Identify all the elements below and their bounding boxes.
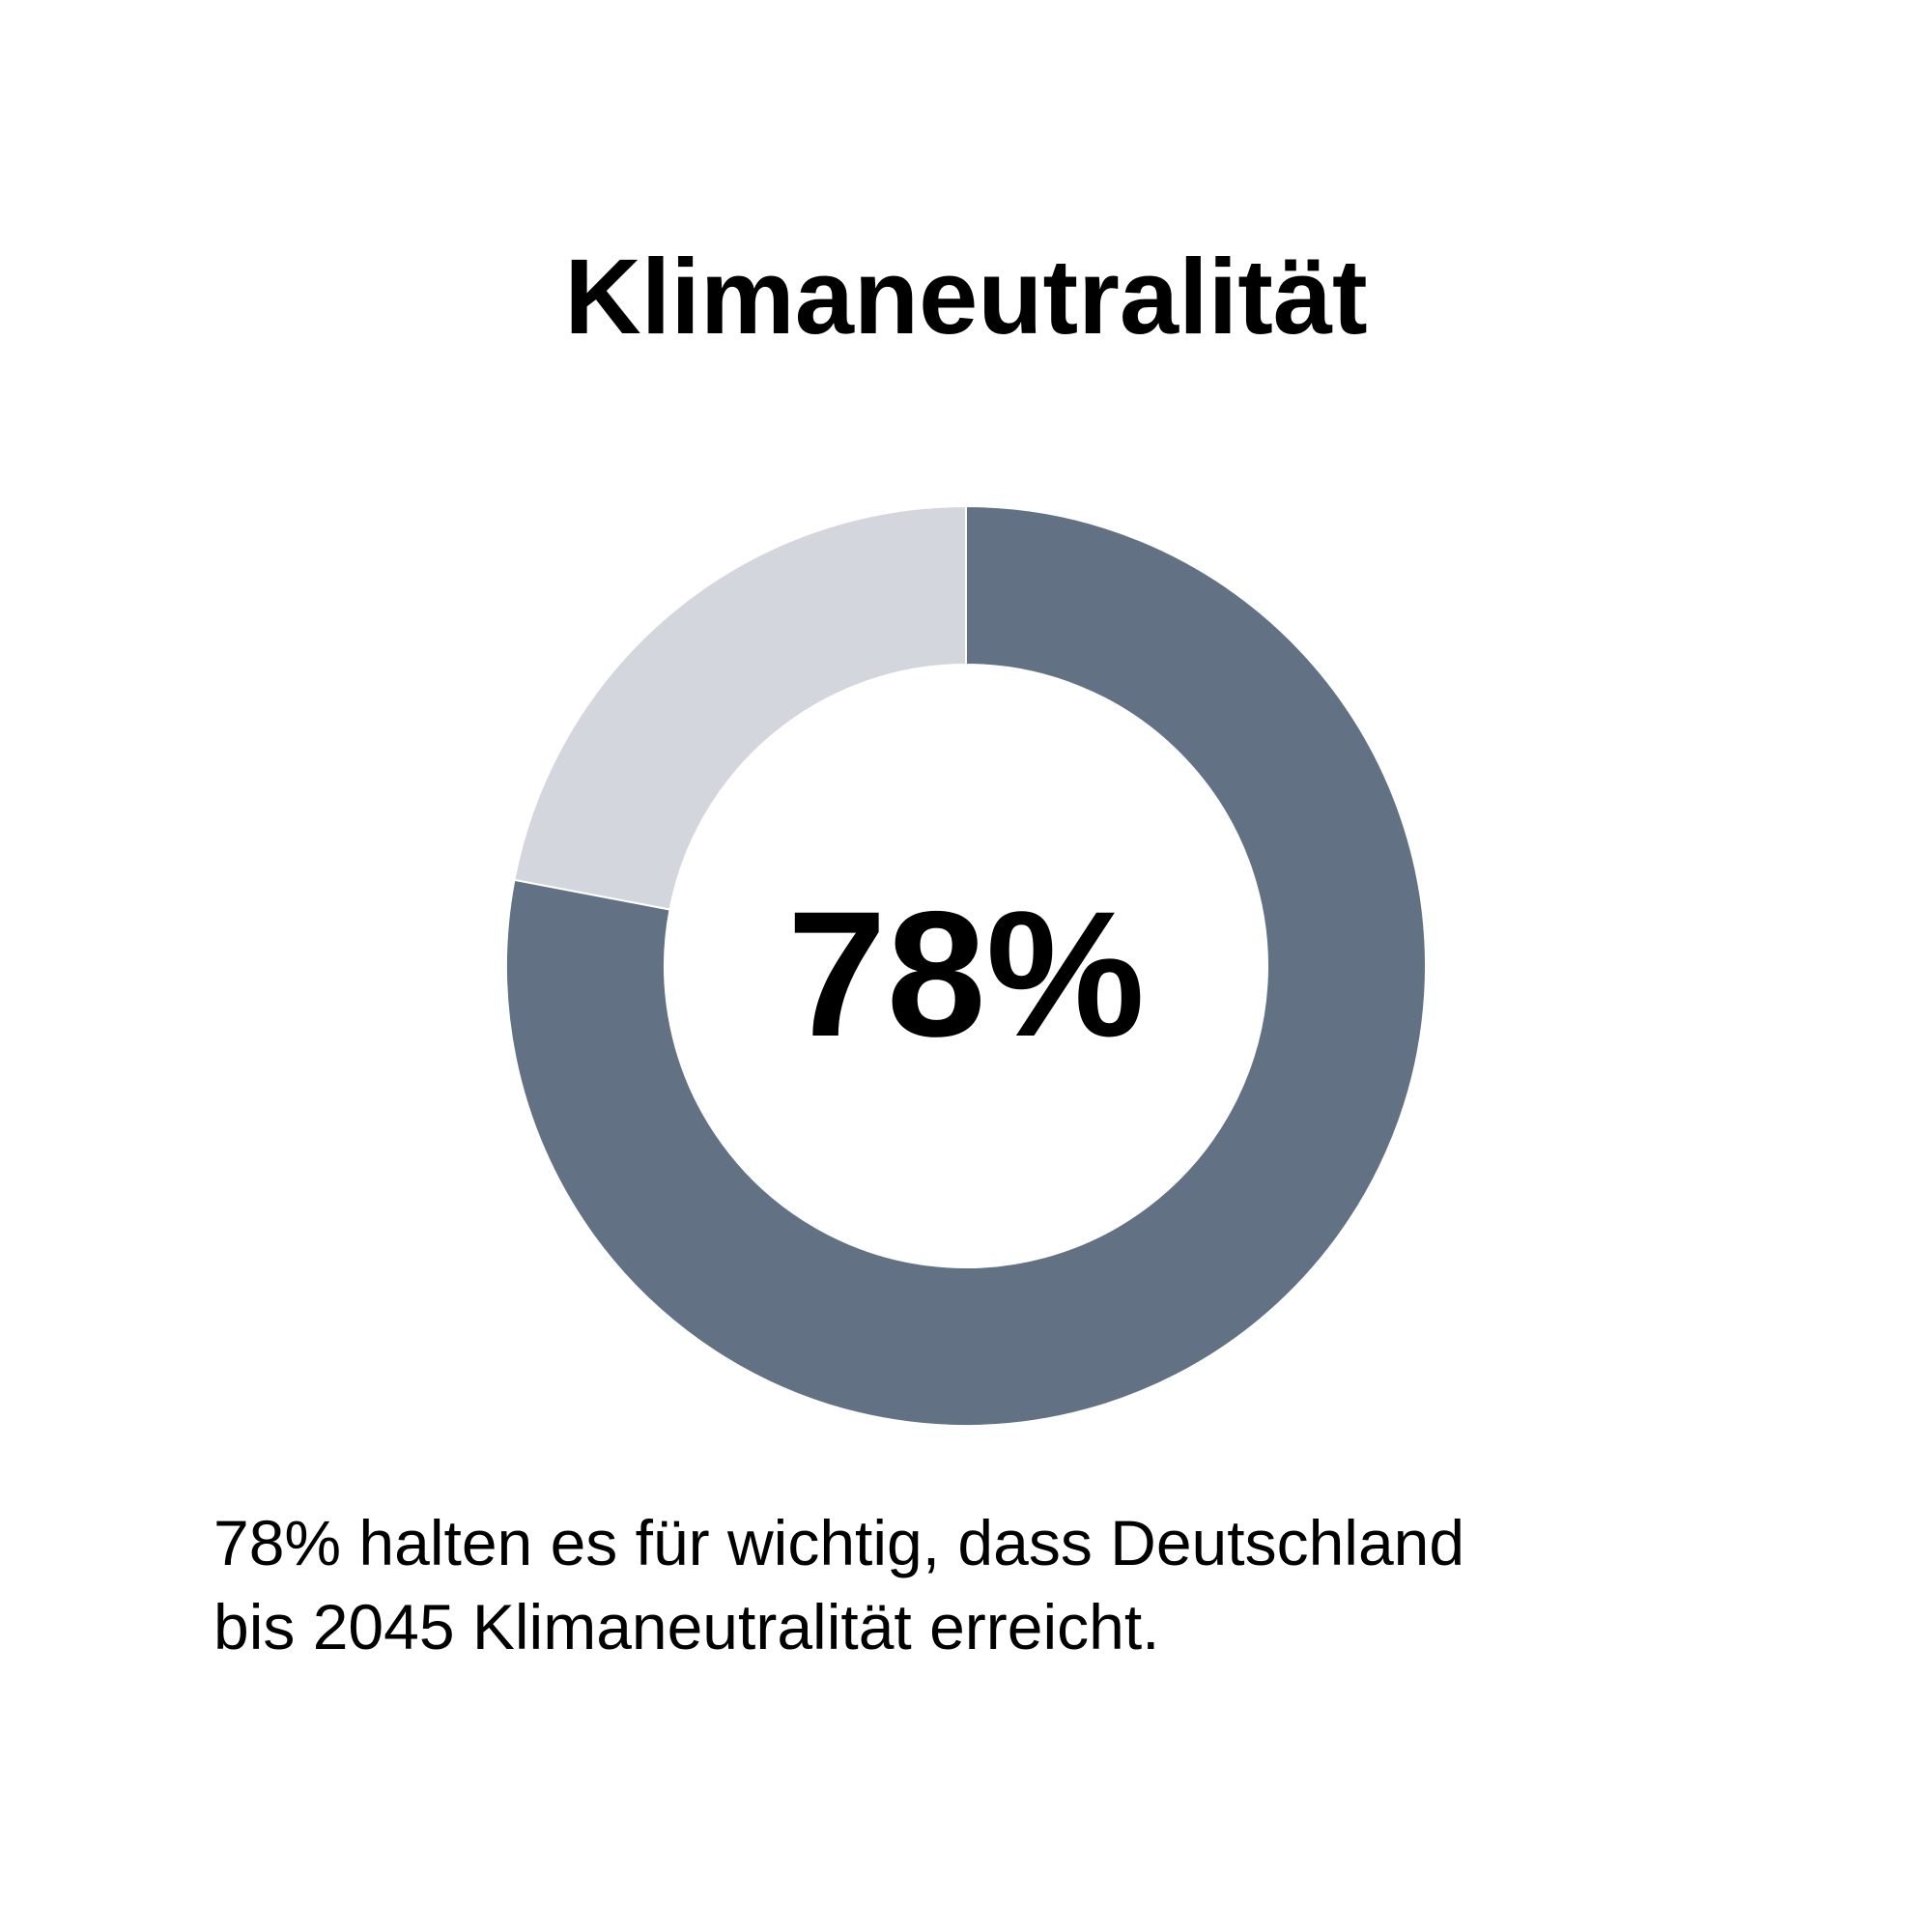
chart-title: Klimaneutralität: [564, 238, 1367, 356]
caption-line: bis 2045 Klimaneutralität erreicht.: [213, 1591, 1160, 1662]
donut-slice: [505, 504, 1427, 1427]
center-label: 78%: [787, 875, 1145, 1074]
donut-slice: [513, 504, 967, 911]
caption-line: 78% halten es für wichtig, dass Deutschl…: [213, 1507, 1464, 1578]
donut: [505, 504, 1427, 1427]
